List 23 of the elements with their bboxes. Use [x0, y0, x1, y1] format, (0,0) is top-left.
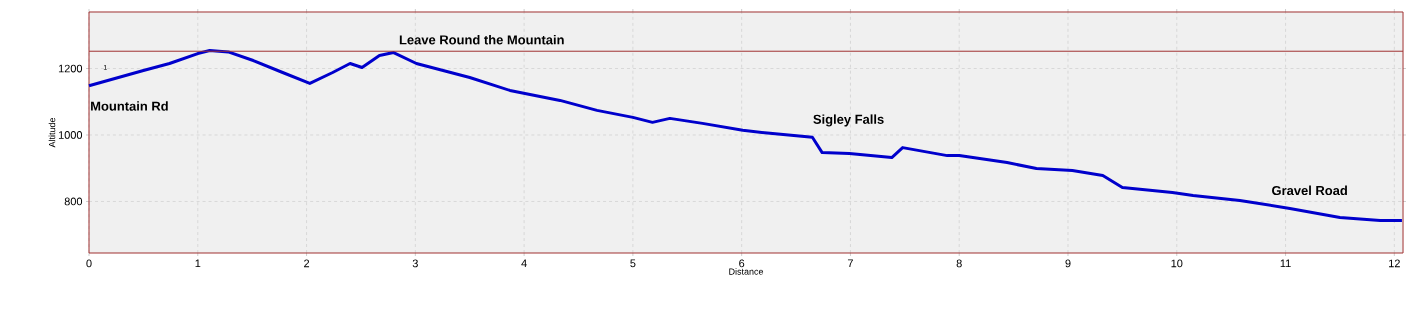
x-tick-label: 9 — [1065, 259, 1071, 268]
annotation: Gravel Road — [1272, 185, 1347, 196]
y-tick-label: 1000 — [58, 131, 83, 139]
x-tick-label: 10 — [1171, 259, 1183, 268]
x-tick-label: 0 — [86, 259, 92, 268]
x-tick-label: 12 — [1389, 259, 1400, 268]
line-series — [87, 49, 1404, 222]
x-tick-label: 2 — [304, 259, 310, 268]
x-tick-label: 1 — [195, 259, 201, 268]
y-tick-label: 1200 — [58, 64, 83, 73]
annotation: Mountain Rd — [91, 101, 168, 111]
x-axis-title: Distance — [729, 268, 764, 275]
x-tick-label: 7 — [847, 259, 853, 268]
annotation: Leave Round the Mountain — [399, 34, 564, 45]
x-tick-label: 11 — [1280, 259, 1291, 268]
annotation: Sigley Falls — [813, 114, 884, 127]
x-tick-label: 5 — [630, 259, 636, 268]
x-tick-label: 3 — [412, 259, 418, 268]
x-tick-label: 6 — [739, 259, 745, 268]
x-tick-label: 4 — [521, 259, 527, 268]
y-axis-title: Altitude — [48, 117, 56, 148]
x-tick-label: 8 — [956, 259, 962, 268]
y-tick-label: 800 — [64, 197, 83, 206]
